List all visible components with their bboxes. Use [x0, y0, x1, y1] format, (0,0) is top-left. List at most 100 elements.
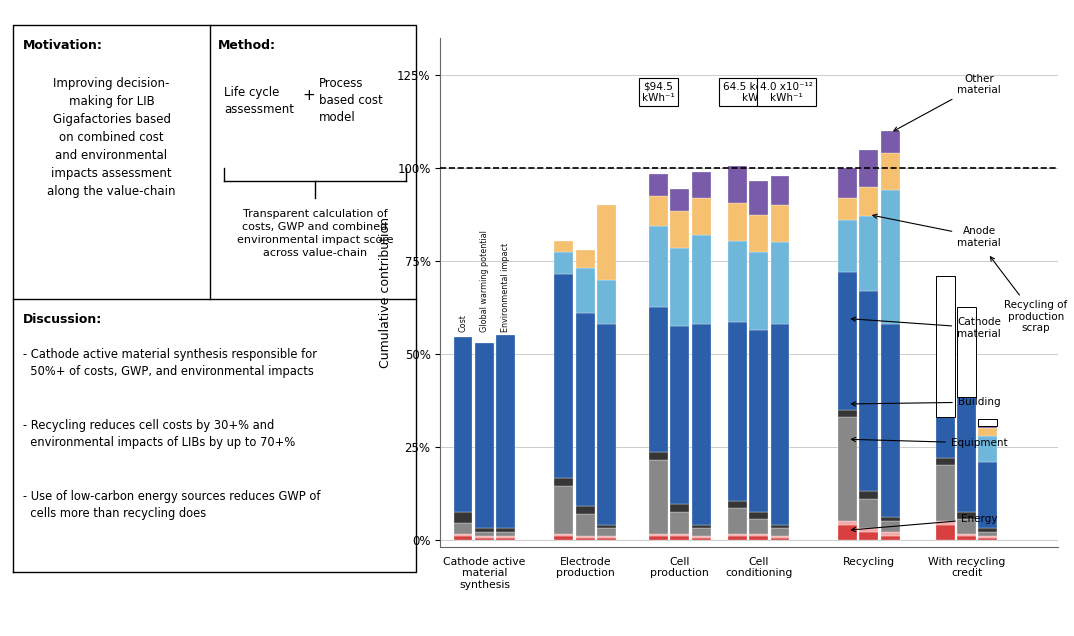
Bar [496, 537, 516, 539]
Bar [978, 436, 998, 462]
Bar [859, 491, 879, 499]
Bar [670, 326, 690, 504]
Bar [978, 536, 998, 537]
Bar [935, 365, 955, 458]
Bar [728, 501, 746, 508]
Bar [576, 506, 595, 513]
Bar [728, 536, 746, 539]
Bar [649, 174, 668, 196]
Bar [670, 504, 690, 512]
Bar [475, 536, 494, 537]
Bar [978, 462, 998, 529]
Bar [881, 131, 900, 153]
Bar [770, 205, 789, 242]
Bar [770, 529, 789, 536]
Bar [649, 226, 668, 307]
Text: $94.5
kWh⁻¹: $94.5 kWh⁻¹ [642, 81, 674, 103]
Text: - Use of low-carbon energy sources reduces GWP of
  cells more than recycling do: - Use of low-carbon energy sources reduc… [23, 490, 320, 520]
Text: Cost: Cost [459, 314, 467, 331]
Text: Improving decision-
making for LIB
Gigafactories based
on combined cost
and envi: Improving decision- making for LIB Gigaf… [47, 78, 176, 198]
Bar [935, 302, 955, 317]
Bar [728, 534, 746, 536]
Bar [597, 525, 616, 529]
Bar [670, 536, 690, 539]
Bar [750, 252, 768, 329]
Bar [692, 529, 711, 536]
Bar [692, 536, 711, 537]
Bar [692, 235, 711, 324]
Bar [957, 326, 976, 345]
Bar [935, 466, 955, 521]
Bar [881, 324, 900, 517]
Bar [838, 198, 857, 220]
Bar [649, 460, 668, 534]
Bar [935, 276, 955, 417]
Bar [978, 529, 998, 532]
Bar [957, 307, 976, 326]
Bar [597, 280, 616, 324]
Bar [649, 196, 668, 226]
Bar [838, 220, 857, 272]
Text: Process
based cost
model: Process based cost model [319, 78, 382, 125]
Bar [728, 508, 746, 534]
Bar [838, 168, 857, 198]
Bar [838, 272, 857, 410]
Bar [670, 534, 690, 536]
Bar [576, 250, 595, 268]
Bar [957, 307, 976, 397]
Text: Life cycle
assessment: Life cycle assessment [224, 86, 294, 116]
Bar [935, 317, 955, 365]
Text: Recycling of
production
scrap: Recycling of production scrap [990, 257, 1068, 333]
Bar [750, 329, 768, 512]
Bar [597, 536, 616, 537]
Bar [649, 534, 668, 536]
Bar [957, 536, 976, 539]
Bar [978, 532, 998, 536]
Bar [838, 410, 857, 417]
Text: Global warming potential: Global warming potential [480, 230, 489, 331]
Bar [475, 343, 494, 529]
Bar [770, 242, 789, 324]
Bar [453, 523, 473, 534]
Bar [859, 529, 879, 532]
Bar [475, 529, 494, 532]
Bar [859, 187, 879, 216]
Bar [750, 181, 768, 214]
Bar [859, 216, 879, 291]
Bar [978, 428, 998, 436]
Bar [576, 268, 595, 313]
Y-axis label: Cumulative contribution: Cumulative contribution [378, 217, 392, 368]
Text: Method:: Method: [218, 39, 276, 52]
Bar [881, 521, 900, 532]
Bar [838, 417, 857, 521]
Bar [576, 537, 595, 539]
Bar [692, 525, 711, 529]
Bar [597, 324, 616, 525]
Bar [770, 525, 789, 529]
Bar [750, 536, 768, 539]
Bar [554, 240, 574, 252]
Bar [750, 512, 768, 519]
Bar [554, 478, 574, 486]
Bar [957, 345, 976, 389]
Bar [770, 324, 789, 525]
Bar [453, 337, 473, 512]
Text: Environmental impact: Environmental impact [502, 242, 510, 331]
Bar [978, 419, 998, 426]
Bar [692, 198, 711, 235]
Bar [978, 537, 998, 539]
Bar [728, 322, 746, 501]
Bar [935, 458, 955, 466]
Bar [881, 517, 900, 521]
Bar [554, 536, 574, 539]
Text: Other
material: Other material [894, 74, 1001, 131]
Bar [750, 214, 768, 252]
Bar [597, 529, 616, 536]
Bar [770, 537, 789, 539]
Bar [576, 313, 595, 506]
Bar [597, 205, 616, 280]
Bar [750, 534, 768, 536]
Text: Anode
material: Anode material [873, 214, 1001, 247]
Bar [496, 536, 516, 537]
Bar [670, 248, 690, 326]
